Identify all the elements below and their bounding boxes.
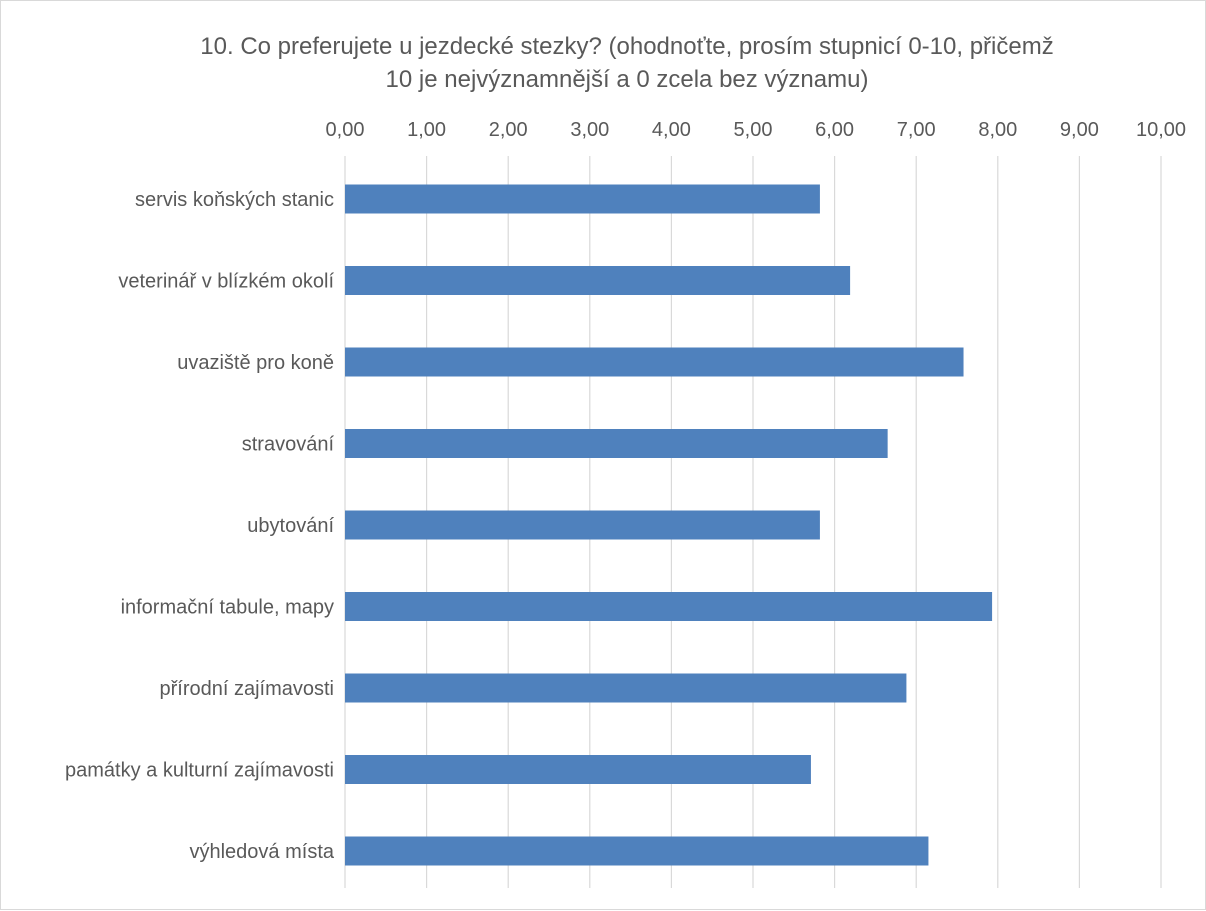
x-tick-label: 4,00 <box>652 119 691 141</box>
category-label: výhledová místa <box>189 841 334 863</box>
category-label: uvaziště pro koně <box>177 352 334 374</box>
x-tick-label: 9,00 <box>1060 119 1099 141</box>
x-tick-label: 3,00 <box>570 119 609 141</box>
x-tick-label: 2,00 <box>489 119 528 141</box>
x-tick-label: 1,00 <box>407 119 446 141</box>
bars <box>345 184 993 866</box>
bar-4 <box>345 429 888 458</box>
bar-9 <box>345 836 929 866</box>
bar-6 <box>345 592 993 621</box>
bar-7 <box>345 673 907 703</box>
category-label: servis koňských stanic <box>135 189 334 211</box>
category-label: stravování <box>242 434 335 456</box>
y-axis-category-labels: servis koňských stanic veterinář v blízké… <box>65 189 335 863</box>
category-label: přírodní zajímavosti <box>159 678 334 700</box>
category-label: ubytování <box>247 515 334 537</box>
chart-title-line-1: 10. Co preferujete u jezdecké stezky? (o… <box>200 33 1053 60</box>
bar-2 <box>345 266 851 295</box>
bar-1 <box>345 184 820 214</box>
category-label: informační tabule, mapy <box>121 597 334 619</box>
chart-title: 10. Co preferujete u jezdecké stezky? (o… <box>200 33 1053 93</box>
bar-8 <box>345 755 811 784</box>
category-label: veterinář v blízkém okolí <box>118 271 334 293</box>
bar-5 <box>345 510 820 540</box>
chart-title-line-2: 10 je nejvýznamnější a 0 zcela bez význa… <box>386 66 869 93</box>
x-tick-label: 0,00 <box>326 119 365 141</box>
bar-3 <box>345 347 964 377</box>
x-tick-label: 8,00 <box>978 119 1017 141</box>
x-tick-label: 7,00 <box>897 119 936 141</box>
x-axis-tick-labels: 0,00 1,00 2,00 3,00 4,00 5,00 6,00 7,00 8,00 9,00… <box>326 119 1187 141</box>
category-label: památky a kulturní zajímavosti <box>65 760 334 782</box>
x-tick-label: 10,00 <box>1136 119 1186 141</box>
x-tick-label: 6,00 <box>815 119 854 141</box>
x-tick-label: 5,00 <box>734 119 773 141</box>
